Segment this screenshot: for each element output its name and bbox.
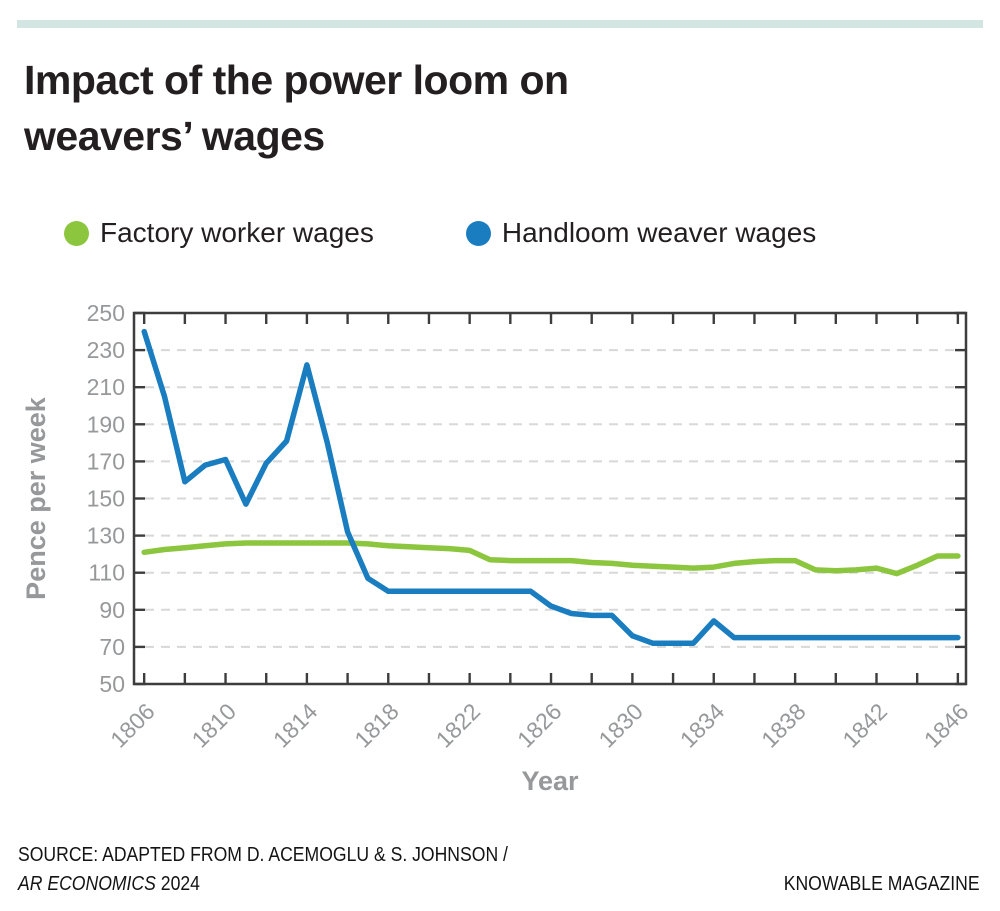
ytick-label-90: 90 bbox=[99, 597, 125, 623]
xtick-label-1826: 1826 bbox=[512, 698, 567, 753]
ytick-label-250: 250 bbox=[87, 300, 125, 326]
y-axis-title: Pence per week bbox=[21, 396, 51, 600]
source-line-2: AR ECONOMICS 2024 KNOWABLE MAGAZINE bbox=[18, 870, 980, 899]
ytick-label-70: 70 bbox=[99, 634, 125, 660]
series-line-handloom-weaver-wages bbox=[141, 328, 961, 646]
ytick-label-170: 170 bbox=[87, 448, 125, 474]
xtick-label-1834: 1834 bbox=[675, 698, 730, 753]
series-line-factory-worker-wages bbox=[141, 540, 961, 577]
source-publication-year: 2024 bbox=[155, 873, 200, 895]
legend-label-factory: Factory worker wages bbox=[100, 217, 374, 248]
xtick-label-1818: 1818 bbox=[349, 698, 404, 753]
xtick-label-1842: 1842 bbox=[837, 698, 892, 753]
xtick-label-1806: 1806 bbox=[105, 698, 160, 753]
wage-chart: 50 70 90 110 130 150 170 190 210 230 250 1806 1810 18… bbox=[21, 300, 974, 796]
ytick-label-50: 50 bbox=[99, 671, 125, 697]
legend-swatch-handloom-icon bbox=[465, 220, 491, 246]
legend-item-handloom: Handloom weaver wages bbox=[465, 217, 817, 249]
ytick-label-230: 230 bbox=[87, 337, 125, 363]
ytick-label-130: 130 bbox=[87, 523, 125, 549]
xtick-label-1838: 1838 bbox=[756, 698, 811, 753]
xtick-label-1814: 1814 bbox=[268, 698, 323, 753]
xtick-label-1846: 1846 bbox=[919, 698, 974, 753]
source-text: SOURCE: ADAPTED FROM D. ACEMOGLU & S. JO… bbox=[18, 844, 508, 866]
legend-swatch-factory-icon bbox=[64, 220, 89, 246]
ytick-label-150: 150 bbox=[87, 486, 125, 512]
ytick-label-190: 190 bbox=[87, 411, 125, 437]
xtick-label-1822: 1822 bbox=[431, 698, 486, 753]
source-line-1: SOURCE: ADAPTED FROM D. ACEMOGLU & S. JO… bbox=[18, 841, 980, 870]
source-publication: AR ECONOMICS 2024 bbox=[18, 870, 200, 899]
accent-bar bbox=[17, 20, 983, 28]
source-publication-name: AR ECONOMICS bbox=[18, 873, 156, 895]
credit-text: KNOWABLE MAGAZINE bbox=[784, 873, 980, 895]
chart-area: 50 70 90 110 130 150 170 190 210 230 250 1806 1810 18… bbox=[0, 290, 1000, 830]
legend-item-factory: Factory worker wages bbox=[64, 217, 374, 249]
ytick-label-210: 210 bbox=[87, 374, 125, 400]
xtick-label-1830: 1830 bbox=[593, 698, 648, 753]
page-title: Impact of the power loom on weavers’ wag… bbox=[24, 57, 569, 159]
chart-legend: Factory worker wages Handloom weaver wag… bbox=[64, 215, 816, 251]
legend-label-handloom: Handloom weaver wages bbox=[501, 217, 817, 248]
xtick-label-1810: 1810 bbox=[187, 698, 242, 753]
ytick-label-110: 110 bbox=[88, 560, 125, 586]
source-block: SOURCE: ADAPTED FROM D. ACEMOGLU & S. JO… bbox=[18, 841, 980, 899]
x-axis-title: Year bbox=[521, 766, 579, 796]
